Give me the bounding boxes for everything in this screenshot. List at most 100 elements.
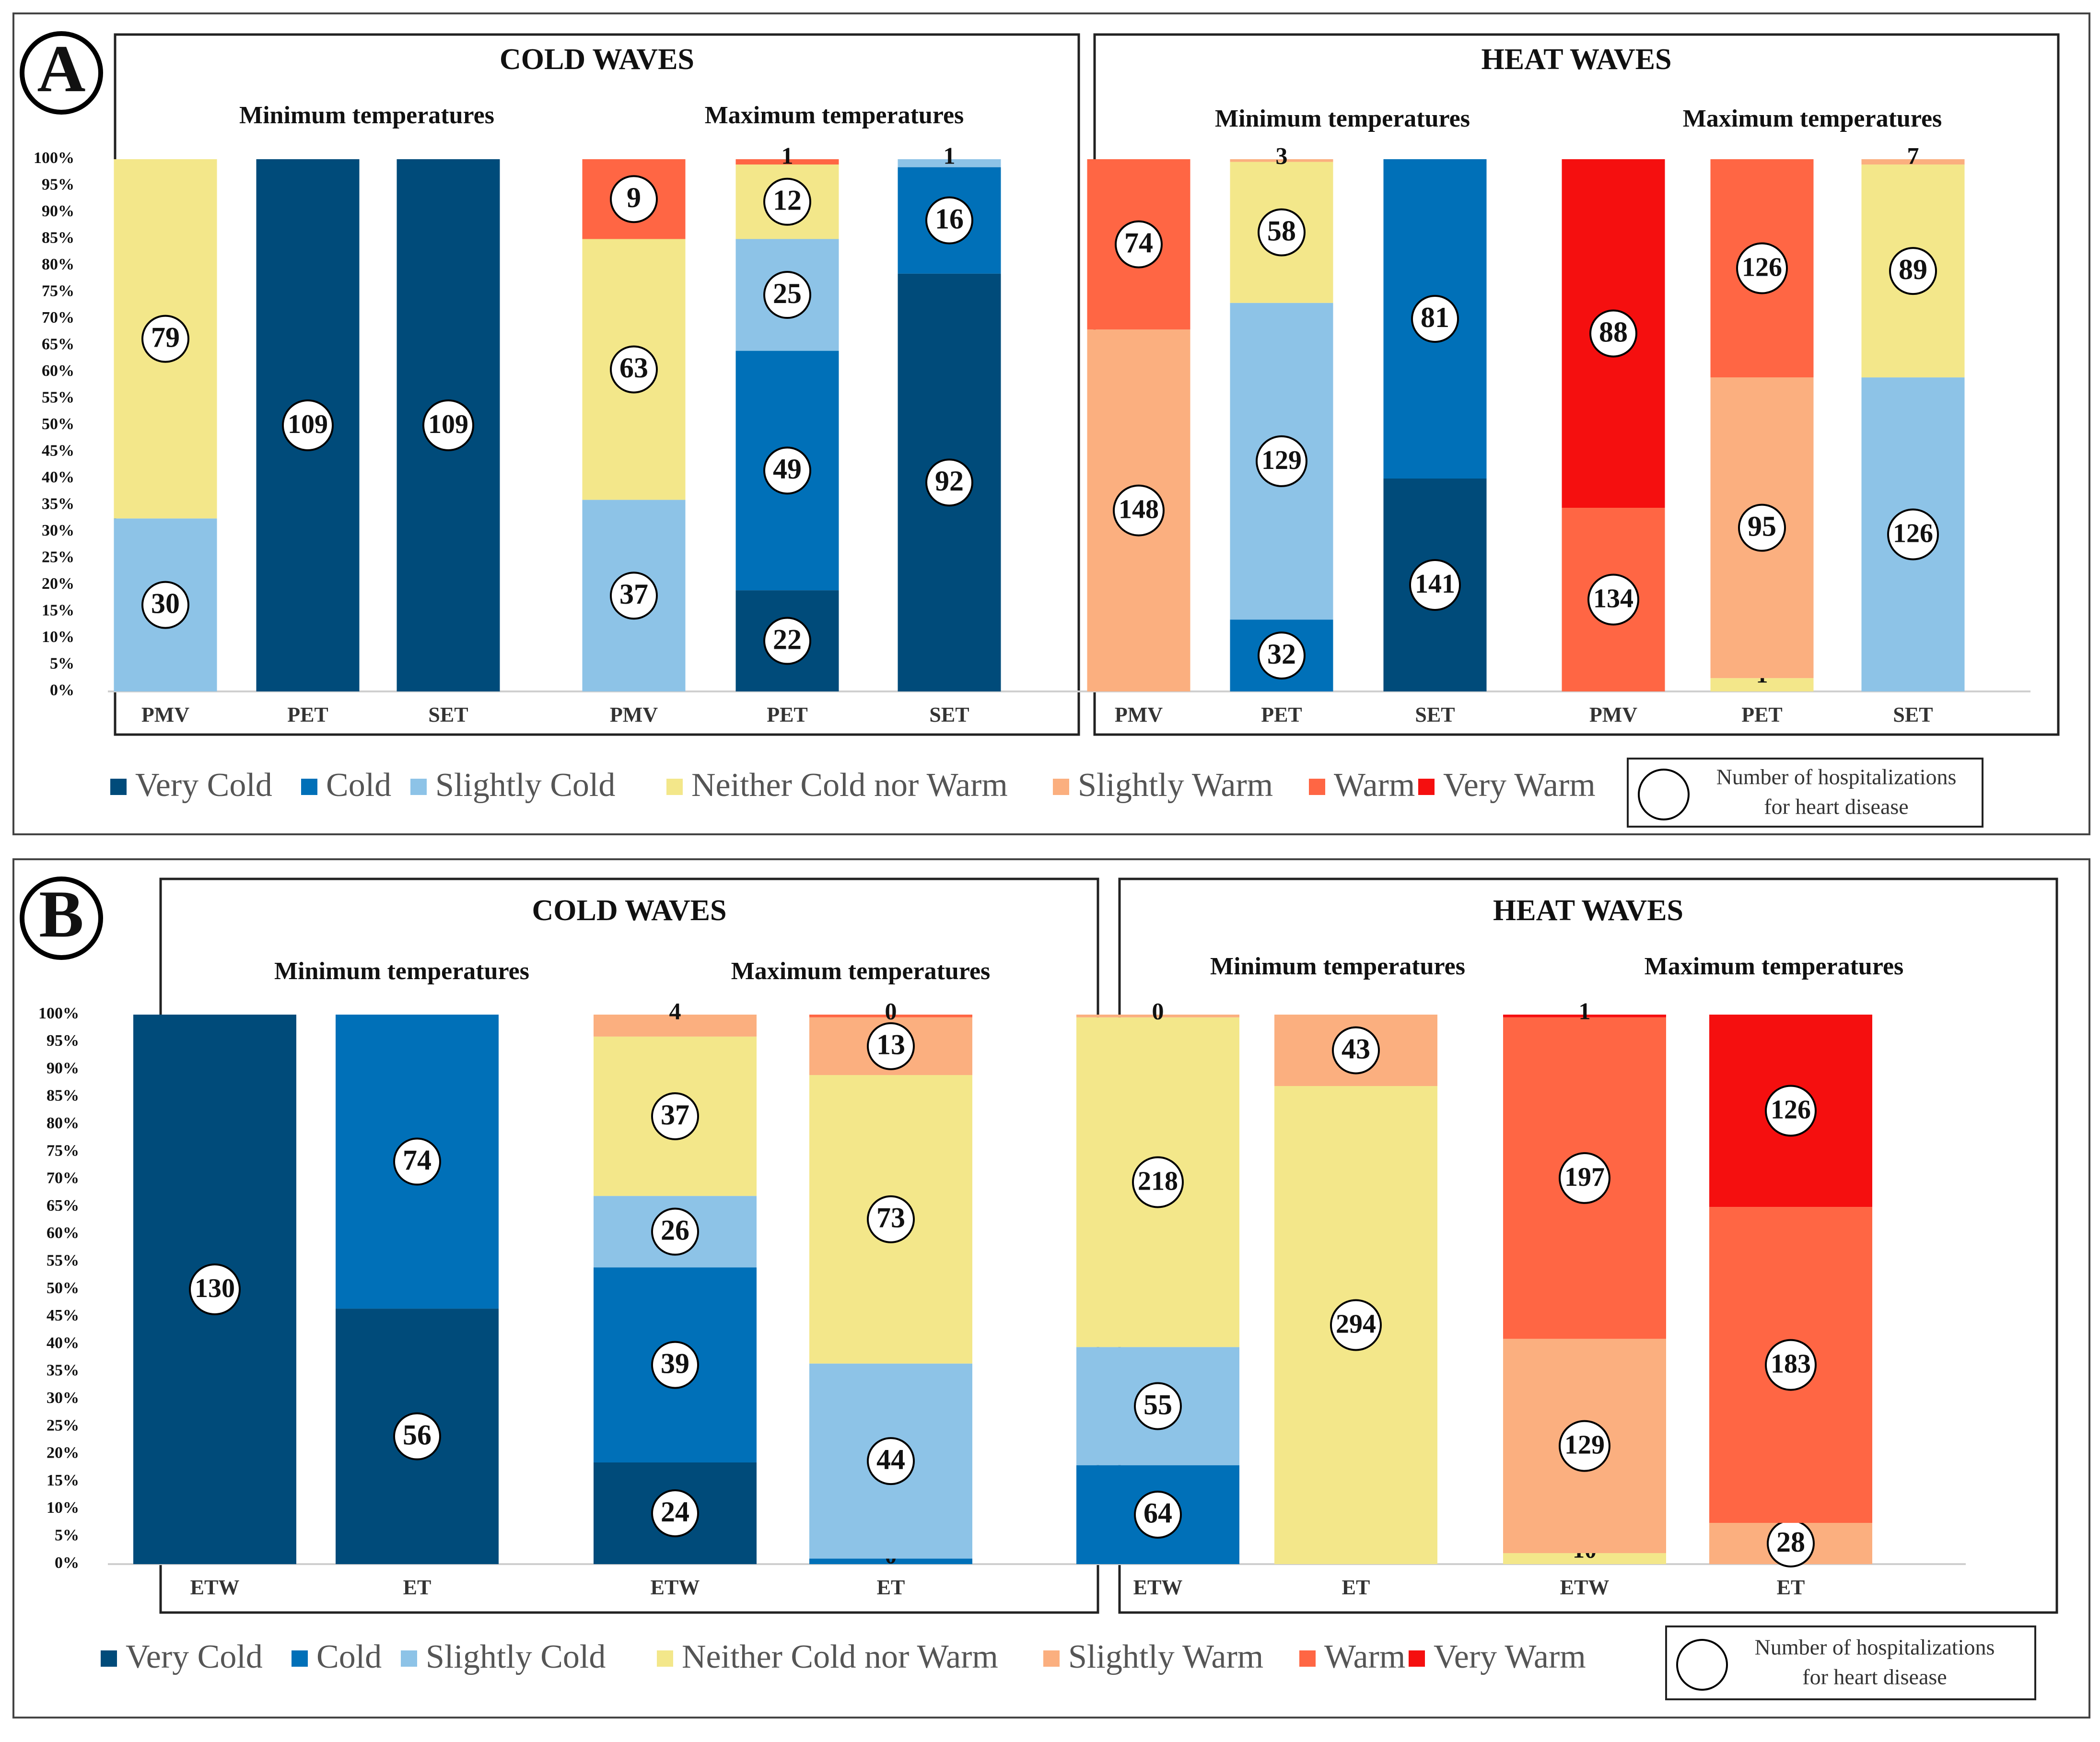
y-tick-label: 50% xyxy=(47,1279,79,1297)
legend-label-neither-cold-nor-warm: Neither Cold nor Warm xyxy=(682,1638,998,1675)
y-tick-label: 15% xyxy=(42,601,74,619)
count-circle xyxy=(610,345,658,394)
legend-label-neither-cold-nor-warm: Neither Cold nor Warm xyxy=(691,767,1008,804)
count-label: 92 xyxy=(935,465,964,497)
subgroup-title: Minimum temperatures xyxy=(1210,953,1465,980)
count-circle xyxy=(282,399,334,451)
legend-label-very-warm: Very Warm xyxy=(1434,1638,1586,1675)
category-label-pet: PET xyxy=(1741,703,1783,726)
panel-label: B xyxy=(39,877,83,951)
legend-label-warm: Warm xyxy=(1334,767,1415,804)
legend-circle-text-1: Number of hospitalizations xyxy=(1755,1635,1995,1660)
y-tick-label: 90% xyxy=(42,202,74,220)
count-label: 197 xyxy=(1564,1162,1605,1192)
count-label: 134 xyxy=(1593,584,1633,613)
count-circle xyxy=(422,399,474,451)
y-tick-label: 35% xyxy=(47,1362,79,1380)
count-label: 44 xyxy=(876,1444,905,1475)
count-label-small: 1 xyxy=(1579,997,1591,1024)
legend-swatch-slightly-cold xyxy=(410,779,427,795)
y-tick-label: 45% xyxy=(42,442,74,459)
y-tick-label: 60% xyxy=(42,362,74,380)
y-tick-label: 70% xyxy=(42,309,74,327)
count-circle xyxy=(925,458,973,507)
count-circle xyxy=(1887,508,1939,561)
y-tick-label: 70% xyxy=(47,1169,79,1187)
legend-circle-text-2: for heart disease xyxy=(1802,1665,1947,1689)
count-circle xyxy=(1765,1339,1817,1391)
count-label: 129 xyxy=(1564,1430,1605,1460)
subgroup-title: Maximum temperatures xyxy=(1645,953,1904,980)
bar-segment-warm xyxy=(735,159,839,165)
y-tick-label: 60% xyxy=(47,1224,79,1242)
bar-segment-neither-cold-nor-warm xyxy=(1503,1553,1666,1564)
count-circle xyxy=(651,1207,699,1256)
legend-label-cold: Cold xyxy=(326,767,391,804)
count-label: 109 xyxy=(288,409,328,439)
count-label-small: 0 xyxy=(1152,997,1164,1024)
y-tick-label: 75% xyxy=(42,282,74,300)
y-tick-label: 40% xyxy=(47,1334,79,1352)
count-label: 148 xyxy=(1119,494,1159,524)
group-title: HEAT WAVES xyxy=(1482,43,1672,76)
y-tick-label: 10% xyxy=(47,1499,79,1517)
count-label: 81 xyxy=(1421,302,1449,333)
count-label: 294 xyxy=(1336,1309,1376,1339)
panel-label: A xyxy=(37,32,85,106)
legend-label-cold: Cold xyxy=(316,1638,382,1675)
legend-swatch-warm xyxy=(1299,1650,1316,1667)
legend-swatch-very-cold xyxy=(101,1650,117,1667)
legend-label-slightly-warm: Slightly Warm xyxy=(1078,767,1273,804)
legend-circle-text-2: for heart disease xyxy=(1764,795,1908,819)
count-label: 13 xyxy=(876,1029,905,1061)
category-label-etw: ETW xyxy=(1560,1576,1610,1599)
count-circle xyxy=(867,1022,915,1070)
count-circle xyxy=(763,271,811,319)
count-circle xyxy=(610,572,658,620)
count-label: 16 xyxy=(935,203,964,234)
count-circle xyxy=(1411,295,1459,343)
count-label: 64 xyxy=(1143,1497,1172,1529)
y-tick-label: 45% xyxy=(47,1307,79,1324)
legend-label-very-cold: Very Cold xyxy=(126,1638,263,1675)
legend-swatch-very-warm xyxy=(1418,779,1435,795)
y-tick-label: 15% xyxy=(47,1472,79,1489)
bar-segment-very-warm xyxy=(1503,1015,1666,1017)
count-label: 26 xyxy=(661,1214,689,1246)
y-tick-label: 55% xyxy=(47,1251,79,1269)
y-tick-label: 50% xyxy=(42,415,74,433)
count-label-small: 1 xyxy=(782,142,793,169)
count-circle xyxy=(1132,1156,1184,1208)
y-tick-label: 80% xyxy=(42,256,74,273)
count-label: 37 xyxy=(619,578,648,610)
bar-segment-slightly-warm xyxy=(1076,1015,1239,1017)
count-circle xyxy=(763,177,811,226)
y-tick-label: 95% xyxy=(42,175,74,193)
count-label: 129 xyxy=(1261,445,1302,475)
y-tick-label: 10% xyxy=(42,628,74,646)
count-circle xyxy=(1889,247,1937,295)
count-label: 183 xyxy=(1771,1349,1811,1379)
y-tick-label: 65% xyxy=(47,1197,79,1215)
count-circle xyxy=(393,1412,441,1461)
count-label: 12 xyxy=(773,185,802,216)
y-tick-label: 80% xyxy=(47,1114,79,1132)
panel-a: A 0% 5% 10% 15% 20% 25% 30% 35% 40% 45% 50% 55% 60% 65… xyxy=(12,12,2090,835)
count-label: 63 xyxy=(619,352,648,384)
y-tick-label: 0% xyxy=(50,681,74,699)
y-tick-label: 20% xyxy=(47,1444,79,1462)
bar-segment-cold xyxy=(809,1558,972,1564)
category-label-et: ET xyxy=(877,1576,905,1599)
legend-circle-text-1: Number of hospitalizations xyxy=(1716,765,1957,789)
y-tick-label: 30% xyxy=(47,1389,79,1407)
count-circle xyxy=(1330,1299,1382,1351)
panel-badge-circle xyxy=(20,877,103,960)
bar-segment-slightly-warm xyxy=(1861,159,1965,165)
count-circle xyxy=(1115,220,1163,269)
count-label: 9 xyxy=(627,182,641,213)
count-circle xyxy=(1765,1085,1817,1137)
count-circle xyxy=(1256,435,1307,487)
y-tick-label: 100% xyxy=(38,1005,79,1022)
count-label-small: 3 xyxy=(1276,142,1288,169)
